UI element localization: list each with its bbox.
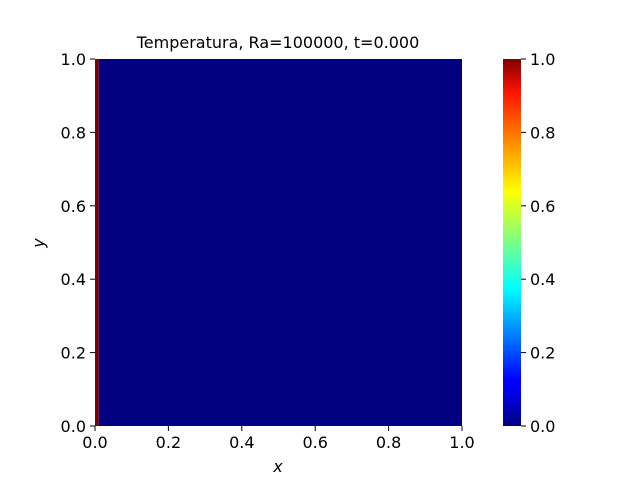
x-tick-label-1: 0.2 <box>156 433 181 452</box>
chart-title: Temperatura, Ra=100000, t=0.000 <box>136 33 420 52</box>
x-tick-label-2: 0.4 <box>229 433 254 452</box>
y-tick-label-3: 0.6 <box>61 197 86 216</box>
heatmap-plot-area <box>95 59 463 426</box>
x-tick-label-5: 1.0 <box>449 433 474 452</box>
y-axis-label: y <box>29 238 48 249</box>
colorbar-axis: 0.0 0.2 0.4 0.6 0.8 1.0 <box>521 50 555 436</box>
heatmap-region-0 <box>95 59 99 426</box>
y-tick-label-1: 0.2 <box>61 344 86 363</box>
colorbar-tick-label-2: 0.4 <box>530 270 555 289</box>
colorbar-tick-label-1: 0.2 <box>530 344 555 363</box>
y-axis: 0.0 0.2 0.4 0.6 0.8 1.0 <box>61 50 95 436</box>
colorbar-tick-label-0: 0.0 <box>530 417 555 436</box>
x-tick-label-0: 0.0 <box>82 433 107 452</box>
colorbar-gradient <box>503 59 521 426</box>
y-tick-label-2: 0.4 <box>61 270 86 289</box>
colorbar <box>503 59 521 426</box>
y-tick-label-0: 0.0 <box>61 417 86 436</box>
colorbar-tick-label-4: 0.8 <box>530 123 555 142</box>
colorbar-tick-label-3: 0.6 <box>530 197 555 216</box>
colorbar-tick-label-5: 1.0 <box>530 50 555 69</box>
y-tick-label-4: 0.8 <box>61 123 86 142</box>
x-tick-label-3: 0.6 <box>302 433 327 452</box>
x-tick-label-4: 0.8 <box>376 433 401 452</box>
x-axis: 0.0 0.2 0.4 0.6 0.8 1.0 <box>82 426 475 452</box>
x-axis-label: x <box>272 457 283 476</box>
heatmap-region-1 <box>98 59 463 426</box>
y-tick-label-5: 1.0 <box>61 50 86 69</box>
